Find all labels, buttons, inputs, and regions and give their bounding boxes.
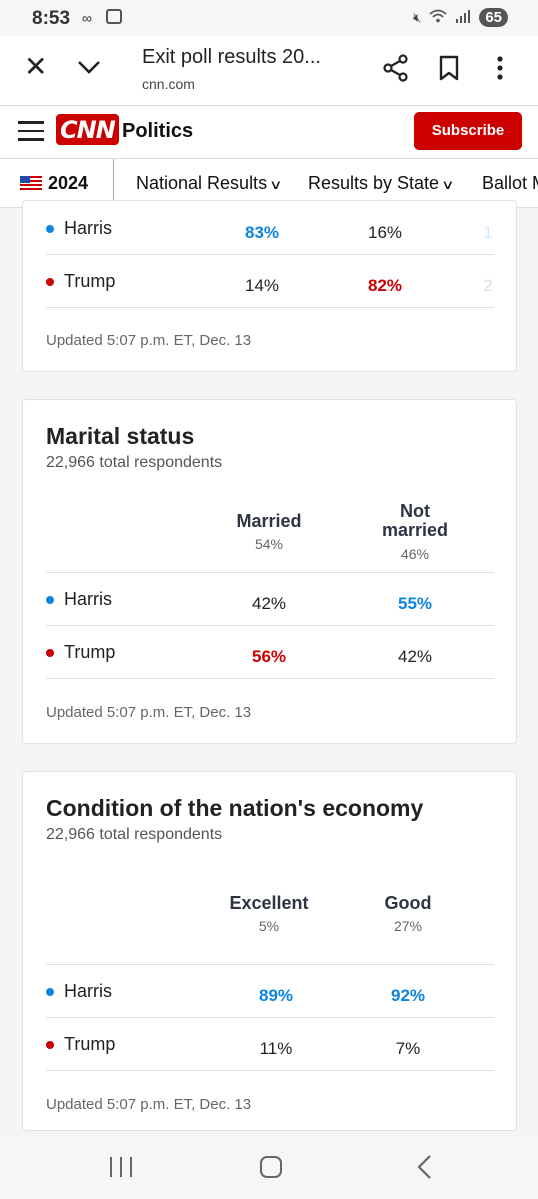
candidate-harris: Harris [46, 981, 112, 1002]
value-cell: 42% [397, 647, 433, 666]
value-cell: 89% [258, 986, 294, 1005]
chevron-down-icon: ∨ [269, 177, 283, 192]
card-subtitle: 22,966 total respondents [46, 826, 223, 843]
harris-dot-icon [46, 224, 54, 233]
row-divider [46, 678, 494, 679]
column-header: Excellent [229, 893, 309, 913]
exit-poll-card: Harris 83% 16% 1 Trump 14% 82% 2 Updated… [22, 200, 517, 372]
candidate-harris: Harris [46, 218, 112, 239]
value-cell: 42% [251, 594, 287, 613]
section-title[interactable]: Politics [122, 120, 194, 142]
trump-dot-icon [46, 1040, 54, 1049]
trump-dot-icon [46, 277, 54, 286]
harris-dot-icon [46, 595, 54, 604]
exit-poll-card: Condition of the nation's economy 22,966… [22, 771, 517, 1131]
subscribe-button[interactable]: Subscribe [414, 112, 522, 150]
column-share: 27% [393, 918, 423, 934]
candidate-harris: Harris [46, 589, 112, 610]
value-cell: 16% [367, 223, 403, 242]
status-icons: 🔇︎ 65 [413, 8, 508, 27]
card-title: Marital status [46, 423, 195, 449]
page-url[interactable]: cnn.com [142, 76, 195, 92]
recent-apps-icon[interactable] [110, 1157, 132, 1177]
nav-national-results[interactable]: National Results ∨ [136, 173, 283, 194]
wifi-icon [429, 9, 447, 26]
nav-item-label: National Results [136, 173, 268, 193]
more-vert-icon[interactable] [496, 54, 504, 82]
hamburger-menu-icon[interactable] [18, 121, 44, 141]
updated-timestamp: Updated 5:07 p.m. ET, Dec. 13 [46, 1096, 252, 1113]
page-title[interactable]: Exit poll results 20... [142, 46, 321, 68]
row-divider [46, 964, 494, 965]
candidate-trump: Trump [46, 642, 115, 663]
value-cell: 11% [259, 1039, 293, 1058]
value-cell: 1 [483, 223, 493, 242]
row-divider [46, 1070, 494, 1071]
value-cell: 7% [395, 1039, 421, 1058]
column-share: 46% [400, 546, 430, 562]
updated-timestamp: Updated 5:07 p.m. ET, Dec. 13 [46, 332, 252, 349]
column-header: Married [236, 511, 302, 531]
chevron-down-icon: ∨ [441, 177, 455, 192]
system-navigation-bar [0, 1137, 538, 1199]
value-cell: 83% [244, 223, 280, 242]
value-cell: 2 [483, 276, 493, 295]
nav-year[interactable]: 2024 [0, 159, 114, 207]
us-flag-icon [20, 176, 42, 190]
value-cell: 92% [390, 986, 426, 1005]
nav-ballot-measures[interactable]: Ballot M [482, 173, 538, 194]
nav-item-label: Ballot M [482, 173, 538, 193]
exit-poll-card: Marital status 22,966 total respondents … [22, 399, 517, 744]
candidate-trump: Trump [46, 1034, 115, 1055]
value-cell: 55% [397, 594, 433, 613]
election-nav: 2024 National Results ∨ Results by State ∨… [0, 158, 538, 208]
browser-toolbar: ✕ Exit poll results 20... cnn.com [0, 36, 538, 106]
card-subtitle: 22,966 total respondents [46, 454, 223, 471]
value-cell: 56% [251, 647, 287, 666]
row-divider [46, 572, 494, 573]
harris-dot-icon [46, 987, 54, 996]
column-share: 54% [254, 536, 284, 552]
row-divider [46, 254, 494, 255]
column-header: Not married [381, 501, 449, 540]
nav-results-by-state[interactable]: Results by State ∨ [308, 173, 455, 194]
voicemail-icon: ∞ [82, 10, 92, 26]
signal-icon [455, 9, 471, 26]
card-title: Condition of the nation's economy [46, 795, 424, 821]
share-icon[interactable] [382, 54, 410, 82]
home-icon[interactable] [260, 1156, 282, 1178]
site-header: CNN Politics Subscribe [0, 106, 538, 158]
updated-timestamp: Updated 5:07 p.m. ET, Dec. 13 [46, 704, 252, 721]
column-header: Good [384, 893, 432, 913]
value-cell: 82% [367, 276, 403, 295]
candidate-trump: Trump [46, 271, 115, 292]
status-bar: 8:53 ∞ 🔇︎ 65 [0, 0, 538, 36]
mute-icon: 🔇︎ [413, 9, 422, 25]
cnn-logo[interactable]: CNN [56, 114, 119, 145]
chevron-down-icon[interactable] [76, 54, 102, 80]
battery-indicator: 65 [479, 8, 508, 27]
screen-record-icon [106, 9, 122, 24]
back-icon[interactable] [414, 1154, 434, 1180]
nav-item-label: Results by State [308, 173, 440, 193]
status-time: 8:53 [32, 8, 71, 29]
close-icon[interactable]: ✕ [24, 51, 48, 82]
trump-dot-icon [46, 648, 54, 657]
row-divider [46, 307, 494, 308]
bookmark-icon[interactable] [438, 55, 460, 81]
column-share: 5% [258, 918, 280, 934]
row-divider [46, 1017, 494, 1018]
nav-year-label: 2024 [48, 173, 89, 193]
row-divider [46, 625, 494, 626]
value-cell: 14% [244, 276, 280, 295]
